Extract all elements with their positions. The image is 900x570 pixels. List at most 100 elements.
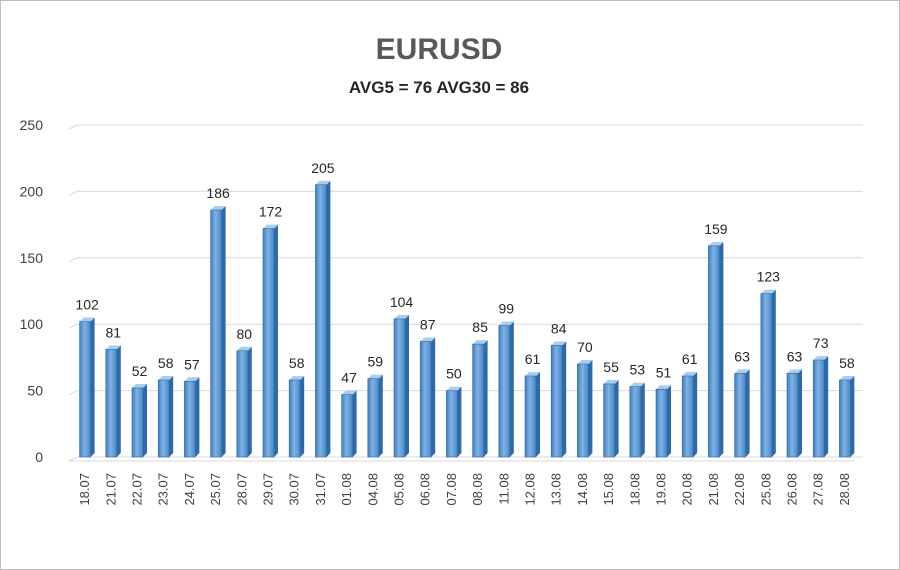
x-tick-label: 18.08 xyxy=(627,473,642,506)
x-tick-label: 25.08 xyxy=(758,473,773,506)
bar-front xyxy=(393,318,406,458)
x-tick-label: 05.08 xyxy=(392,473,407,506)
bar-top xyxy=(289,375,305,380)
bar-top xyxy=(787,369,802,374)
bar-side xyxy=(143,383,147,457)
x-tick-label: 30.07 xyxy=(287,473,302,506)
bar-top xyxy=(603,379,619,384)
y-axis-ticks: 0 50 100 150 200 250 xyxy=(20,117,44,465)
x-tick-label: 19.08 xyxy=(654,473,669,506)
data-label: 51 xyxy=(656,364,672,380)
x-tick-label: 25.07 xyxy=(208,473,223,506)
bar-side xyxy=(745,369,750,457)
bar-side xyxy=(693,371,698,457)
data-label: 123 xyxy=(757,269,781,285)
data-label: 55 xyxy=(603,359,619,375)
bar-top xyxy=(315,180,331,185)
bar xyxy=(655,385,671,458)
x-tick-label: 21.08 xyxy=(706,473,721,506)
bar-top xyxy=(420,337,436,342)
bar xyxy=(812,356,829,458)
x-tick-label: 24.07 xyxy=(182,473,197,506)
bar-top xyxy=(760,289,776,294)
bar-front xyxy=(839,379,851,458)
y-tick-label: 150 xyxy=(20,250,44,266)
bar-top xyxy=(498,321,514,326)
bar-side xyxy=(483,340,488,457)
x-tick-label: 06.08 xyxy=(418,473,433,506)
bar-side xyxy=(640,382,645,457)
bar-front xyxy=(681,375,694,458)
data-label: 80 xyxy=(237,326,253,342)
y-tick-label: 100 xyxy=(20,316,44,332)
x-tick-label: 20.08 xyxy=(680,473,695,506)
bar xyxy=(629,382,645,458)
data-label: 52 xyxy=(132,363,148,379)
bar-side xyxy=(326,180,331,457)
bar-top xyxy=(367,374,383,379)
x-tick-label: 01.08 xyxy=(339,473,354,506)
bar-front xyxy=(734,373,746,458)
bar-front xyxy=(367,378,380,458)
gridline xyxy=(68,124,863,130)
bar-side xyxy=(300,375,305,457)
bar-front xyxy=(655,388,668,458)
bar xyxy=(105,345,121,458)
bar-top xyxy=(184,377,200,382)
bar-side xyxy=(562,341,567,457)
bar-side xyxy=(719,241,724,457)
y-tick-label: 0 xyxy=(35,449,43,465)
x-tick-label: 29.07 xyxy=(261,473,276,506)
data-label: 186 xyxy=(206,185,230,201)
y-tick-label: 50 xyxy=(27,383,43,399)
data-label: 58 xyxy=(289,355,305,371)
bar-side xyxy=(195,377,200,457)
data-label: 70 xyxy=(577,339,593,355)
data-label: 63 xyxy=(787,348,803,364)
gridline xyxy=(68,323,863,329)
data-label: 50 xyxy=(446,366,462,382)
bar xyxy=(157,375,174,458)
gridline xyxy=(68,456,863,462)
data-label: 172 xyxy=(259,204,283,220)
bar xyxy=(708,241,724,458)
bar-side xyxy=(274,224,278,457)
bar-side xyxy=(509,321,514,457)
y-tick-label: 200 xyxy=(20,183,44,199)
bar-top xyxy=(682,371,698,376)
data-label: 87 xyxy=(420,316,436,332)
x-tick-label: 23.07 xyxy=(156,473,171,506)
x-tick-label: 14.08 xyxy=(575,473,590,506)
data-label: 58 xyxy=(158,355,174,371)
bar xyxy=(734,369,750,458)
data-label: 59 xyxy=(368,354,384,370)
data-label: 99 xyxy=(499,301,515,317)
bar-top xyxy=(263,224,278,229)
bar-front xyxy=(577,363,589,458)
gridline xyxy=(68,257,863,263)
bar-front xyxy=(105,349,118,458)
bar-side xyxy=(667,385,671,457)
data-label: 205 xyxy=(311,160,335,176)
bar-side xyxy=(588,360,593,457)
data-label: 61 xyxy=(682,351,698,367)
bar-top xyxy=(708,241,724,246)
gridlines xyxy=(68,124,863,462)
bar-side xyxy=(352,390,357,457)
data-label: 73 xyxy=(813,335,829,351)
x-tick-label: 22.07 xyxy=(130,473,145,506)
data-label: 58 xyxy=(839,355,855,371)
bar xyxy=(681,371,698,458)
bar-front xyxy=(550,345,563,458)
bar-top xyxy=(525,371,540,376)
bar xyxy=(577,360,593,458)
bar xyxy=(288,375,305,458)
bar-top xyxy=(105,345,121,350)
bar-front xyxy=(629,386,642,458)
data-label: 159 xyxy=(704,221,728,237)
bar-front xyxy=(157,379,170,458)
bar-front xyxy=(419,341,432,458)
bar-side xyxy=(169,375,174,457)
